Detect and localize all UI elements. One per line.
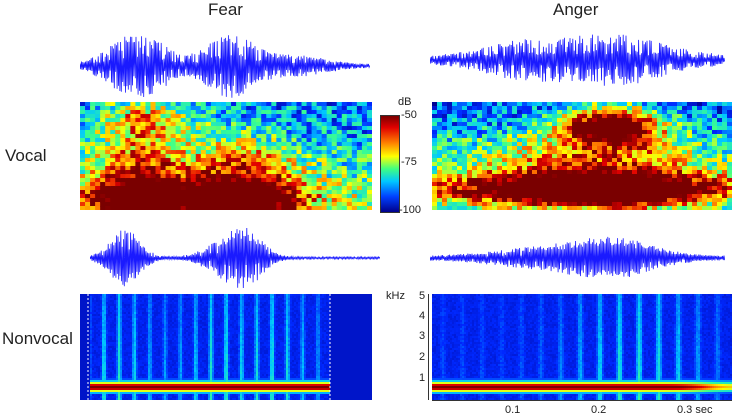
spectrogram-vocal-fear bbox=[80, 102, 372, 210]
waveform-vocal-fear bbox=[80, 30, 370, 102]
freq-tick-1: 1 bbox=[419, 372, 426, 384]
time-axis-line bbox=[432, 400, 732, 401]
freq-axis-line bbox=[428, 294, 429, 400]
title-anger: Anger bbox=[553, 0, 599, 19]
colorbar bbox=[380, 115, 400, 213]
row-label-nonvocal: Nonvocal bbox=[2, 329, 73, 348]
colorbar-tick-high: -50 bbox=[401, 109, 417, 121]
freq-tick-2: 2 bbox=[419, 351, 426, 363]
colorbar-tick-mid: -75 bbox=[401, 156, 417, 168]
colorbar-tick-low: -100 bbox=[399, 204, 422, 216]
freq-tick-5: 5 bbox=[419, 290, 426, 302]
waveform-nonvocal-fear bbox=[90, 228, 380, 288]
spectrogram-nonvocal-fear bbox=[80, 294, 372, 400]
waveform-nonvocal-anger bbox=[430, 236, 725, 280]
time-tick-0-3: 0.3 sec bbox=[677, 404, 713, 416]
title-fear: Fear bbox=[208, 0, 243, 19]
waveform-vocal-anger bbox=[430, 30, 725, 90]
time-tick-0-2: 0.2 bbox=[591, 404, 607, 416]
freq-axis-unit: kHz bbox=[386, 290, 405, 302]
spectrogram-vocal-anger bbox=[432, 102, 732, 210]
spectrogram-nonvocal-anger bbox=[432, 294, 732, 400]
freq-tick-4: 4 bbox=[419, 310, 426, 322]
freq-tick-3: 3 bbox=[419, 330, 426, 342]
colorbar-unit: dB bbox=[398, 96, 412, 108]
time-tick-0-1: 0.1 bbox=[505, 404, 521, 416]
row-label-vocal: Vocal bbox=[5, 146, 47, 165]
